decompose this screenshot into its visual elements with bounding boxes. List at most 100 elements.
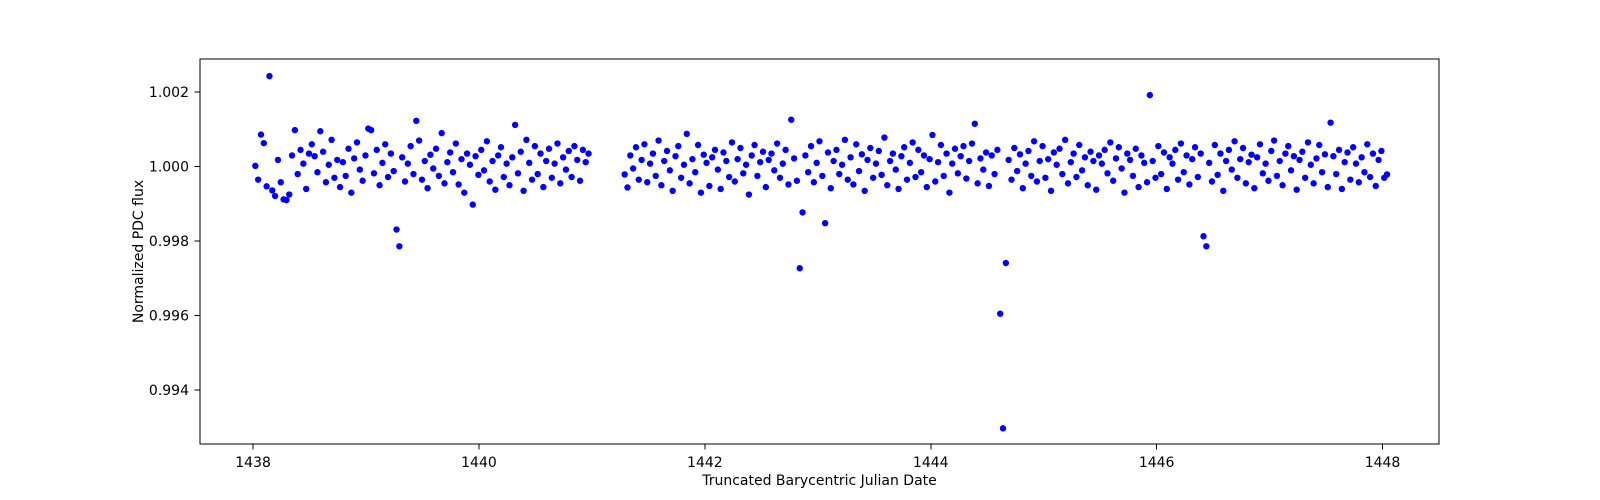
data-point xyxy=(517,148,524,155)
data-point xyxy=(1163,185,1171,193)
data-point xyxy=(1172,146,1179,154)
data-point xyxy=(635,176,642,183)
data-point xyxy=(1316,141,1323,149)
data-point xyxy=(585,150,592,157)
data-point xyxy=(1197,150,1204,157)
data-point xyxy=(1180,168,1187,176)
data-point xyxy=(1157,170,1165,178)
data-point xyxy=(1098,160,1106,167)
data-point xyxy=(821,220,829,227)
data-point xyxy=(901,144,908,151)
data-point xyxy=(881,134,888,141)
data-point xyxy=(968,140,976,147)
data-point xyxy=(370,170,378,177)
data-point xyxy=(895,185,902,193)
y-tick-label: 0.994 xyxy=(149,383,189,399)
data-point xyxy=(1030,138,1038,145)
data-point xyxy=(373,146,380,154)
data-point xyxy=(269,187,276,194)
data-point xyxy=(274,156,282,164)
data-point xyxy=(1341,158,1348,166)
data-point xyxy=(788,116,795,123)
data-point xyxy=(878,171,885,178)
y-axis-ticks: 0.994 0.996 0.998 1.000 1.002 xyxy=(149,85,200,399)
y-axis-label: Normalized PDC flux xyxy=(131,180,147,323)
data-point xyxy=(957,152,964,160)
data-point xyxy=(557,180,564,187)
data-point xyxy=(1005,156,1012,164)
data-point xyxy=(486,178,493,185)
data-point xyxy=(725,173,733,181)
data-point xyxy=(288,152,296,159)
data-point xyxy=(740,170,747,177)
data-point xyxy=(1372,182,1379,190)
data-point xyxy=(441,180,448,187)
data-point xyxy=(850,181,857,188)
data-point xyxy=(669,187,676,195)
data-point xyxy=(1177,140,1185,147)
data-point xyxy=(982,149,990,156)
data-point xyxy=(305,150,313,157)
y-tick-label: 1.000 xyxy=(149,160,189,176)
data-point xyxy=(1242,180,1250,187)
data-point xyxy=(1239,144,1247,152)
data-point xyxy=(1253,154,1261,161)
data-point xyxy=(872,160,880,167)
data-point xyxy=(1296,156,1303,164)
data-point xyxy=(731,178,738,185)
data-point xyxy=(1330,152,1337,160)
data-point xyxy=(286,191,293,198)
data-point xyxy=(929,131,936,139)
data-point xyxy=(723,157,730,165)
data-point xyxy=(847,154,854,161)
data-point xyxy=(415,137,423,144)
data-point xyxy=(308,141,316,148)
data-point xyxy=(644,179,651,186)
data-point xyxy=(1019,185,1026,192)
data-point xyxy=(511,121,519,129)
data-point xyxy=(960,142,967,150)
data-point xyxy=(759,148,767,155)
data-point xyxy=(658,182,665,189)
x-axis-label: Truncated Barycentric Julian Date xyxy=(701,473,937,489)
data-point xyxy=(523,136,530,143)
data-point xyxy=(1222,157,1230,165)
data-point xyxy=(1245,158,1252,166)
data-point xyxy=(627,152,634,159)
data-point xyxy=(686,180,693,187)
data-point xyxy=(641,141,648,148)
data-point xyxy=(1129,172,1137,180)
data-point xyxy=(833,146,840,154)
data-point xyxy=(1378,147,1385,155)
data-point xyxy=(714,166,722,173)
data-point xyxy=(1344,149,1351,156)
data-point xyxy=(1036,157,1043,165)
data-point xyxy=(1338,185,1346,193)
data-point xyxy=(334,156,341,164)
data-point xyxy=(446,149,454,156)
data-point xyxy=(1093,186,1100,193)
data-point xyxy=(554,140,561,147)
data-point xyxy=(1324,183,1331,191)
data-point xyxy=(444,158,451,166)
data-point xyxy=(649,150,657,157)
data-point xyxy=(1279,182,1286,189)
data-point xyxy=(672,152,679,160)
data-point xyxy=(1321,151,1329,158)
data-point xyxy=(1025,147,1032,155)
data-point xyxy=(503,160,510,167)
data-point xyxy=(898,152,905,160)
data-point xyxy=(342,172,349,180)
data-point xyxy=(869,174,877,181)
data-point xyxy=(1307,161,1315,168)
data-point xyxy=(646,160,654,167)
data-point xyxy=(1220,187,1227,195)
data-point xyxy=(1124,150,1131,157)
data-point xyxy=(816,138,823,145)
data-point xyxy=(1349,144,1357,151)
x-tick-label: 1438 xyxy=(235,455,271,471)
data-point xyxy=(300,160,307,167)
data-point xyxy=(1135,183,1142,191)
data-point xyxy=(841,136,849,143)
